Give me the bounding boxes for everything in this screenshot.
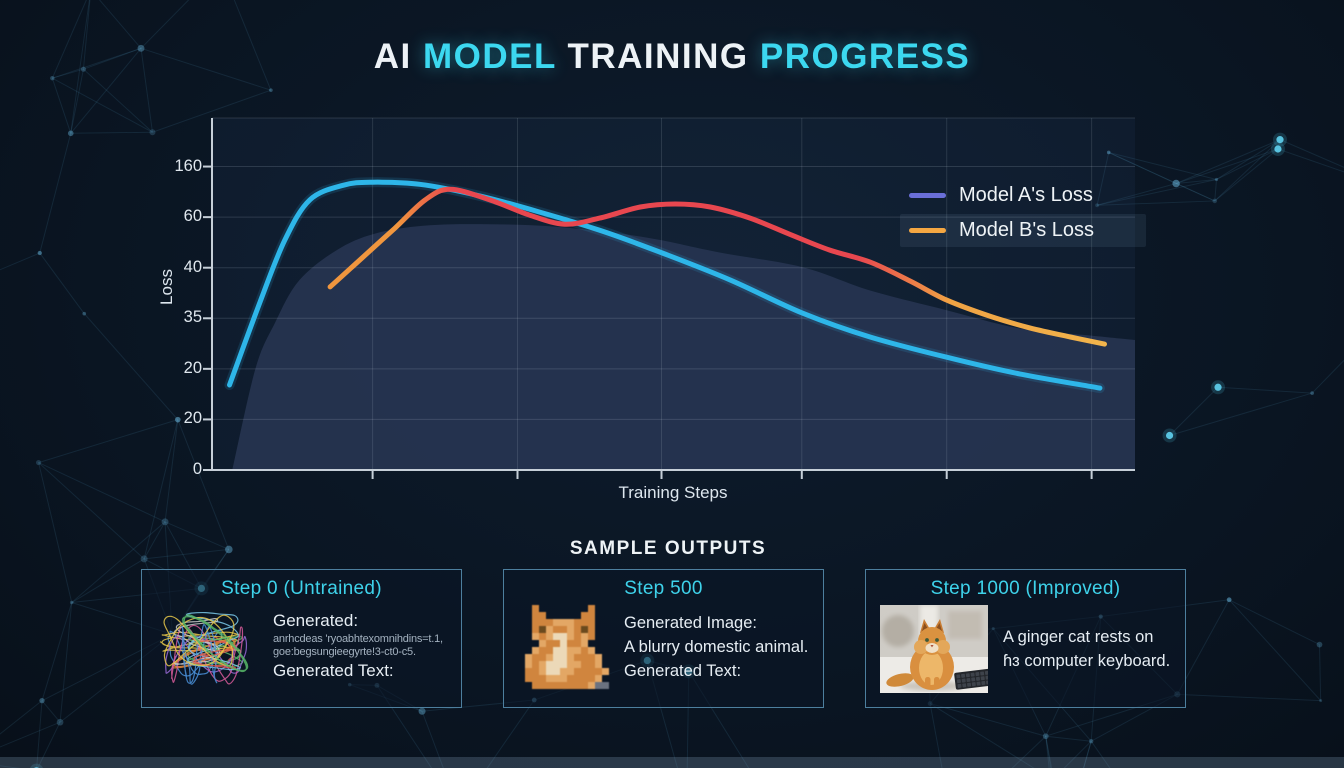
image-caption: A blurry domestic animal.: [624, 638, 809, 656]
generated-text-label: Generated Text:: [624, 662, 742, 680]
y-tick-label: 40: [183, 257, 202, 276]
y-tick-label: 60: [183, 207, 202, 226]
legend-label: Model A's Loss: [959, 184, 1093, 206]
panel-step-500: Step 500 Generated Image: A blurry domes…: [503, 569, 824, 708]
legend-swatch: [909, 228, 946, 233]
cat-photo-image: [880, 605, 992, 693]
title-part: TRAINING: [556, 37, 760, 76]
generated-text-label: Generated Text:: [273, 661, 394, 680]
legend-swatch: [909, 193, 946, 198]
panel-text: A ginger cat rests on ɦɜ computer keyboa…: [1003, 625, 1170, 673]
garbled-text-1: anrhcdeas 'ryoabhtexomnihdins=t.1,: [273, 633, 443, 645]
panel-text: Generated Image: A blurry domestic anima…: [624, 611, 808, 683]
sample-output-panels: Step 0 (Untrained) Generated: anrhcdeas …: [141, 569, 1186, 708]
panel-title: Step 0 (Untrained): [221, 578, 382, 599]
y-tick-label: 35: [183, 308, 202, 327]
generated-image-label: Generated Image:: [624, 614, 757, 632]
panel-title: Step 1000 (Improved): [930, 578, 1121, 599]
y-tick-label: 20: [183, 358, 202, 377]
sample-outputs-heading: SAMPLE OUTPUTS: [569, 538, 767, 559]
panel-title: Step 500: [624, 578, 703, 599]
y-axis-tick-labels: 0 20 20 35 40 60 160: [150, 0, 202, 768]
x-axis-label: Training Steps: [618, 483, 728, 502]
caption-line-1: A ginger cat rests on: [1003, 628, 1154, 646]
panel-text: Generated: anrhcdeas 'ryoabhtexomnihdins…: [273, 609, 443, 683]
page-title: AI MODEL TRAINING PROGRESS: [0, 37, 1344, 77]
y-tick-label: 0: [192, 460, 202, 478]
legend-label: Model B's Loss: [959, 219, 1094, 241]
y-tick-label: 20: [183, 409, 202, 428]
pixelated-cat-image: [518, 605, 609, 689]
chart-legend: Model A's Loss Model B's Loss: [900, 179, 1146, 249]
bottom-strip: [0, 757, 1344, 768]
generated-label: Generated:: [273, 611, 359, 630]
title-part: PROGRESS: [759, 37, 971, 76]
legend-item: Model B's Loss: [900, 214, 1146, 247]
legend-item: Model A's Loss: [900, 179, 1146, 212]
panel-step-0: Step 0 (Untrained) Generated: anrhcdeas …: [141, 569, 462, 708]
scribble-image: [156, 605, 258, 687]
panel-step-1000: Step 1000 (Improved) A ginger cat rests …: [865, 569, 1186, 708]
caption-line-2: ɦɜ computer keyboard.: [1003, 652, 1171, 670]
garbled-text-2: goe:begsungieegyrte!3-ct0-c5.: [273, 646, 416, 658]
title-part: MODEL: [422, 37, 557, 76]
title-part: AI: [373, 37, 423, 76]
y-tick-label: 160: [174, 156, 202, 175]
